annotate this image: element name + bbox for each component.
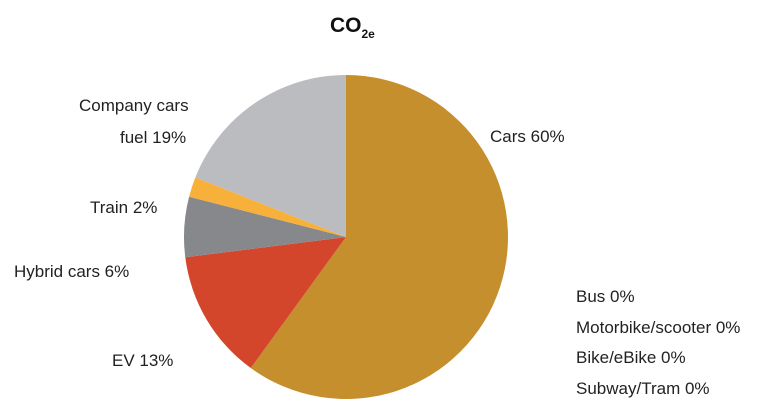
pie-slices bbox=[184, 75, 509, 399]
chart-title-main: CO bbox=[330, 14, 362, 37]
pie-slice-train bbox=[189, 177, 346, 237]
zero-label-motorbike: Motorbike/scooter 0% bbox=[576, 318, 740, 337]
slice-label-ev: EV 13% bbox=[112, 351, 173, 370]
slice-label-company-cars-line2: fuel 19% bbox=[120, 128, 186, 147]
slice-label-hybrid: Hybrid cars 6% bbox=[14, 262, 129, 281]
pie-slice-cars bbox=[250, 75, 509, 399]
pie-slice-ev bbox=[185, 237, 346, 369]
zero-label-subway: Subway/Tram 0% bbox=[576, 379, 710, 398]
chart-title: CO2e bbox=[330, 14, 375, 41]
slice-label-cars: Cars 60% bbox=[490, 127, 565, 146]
slice-label-company-cars-line1: Company cars bbox=[79, 96, 189, 115]
zero-label-bike: Bike/eBike 0% bbox=[576, 348, 686, 367]
slice-label-train: Train 2% bbox=[90, 198, 157, 217]
chart-title-subscript: 2e bbox=[362, 27, 376, 41]
pie-slice-company-cars-fuel bbox=[195, 75, 346, 237]
pie-slice-hybrid-cars bbox=[184, 196, 346, 258]
zero-label-bus: Bus 0% bbox=[576, 287, 635, 306]
